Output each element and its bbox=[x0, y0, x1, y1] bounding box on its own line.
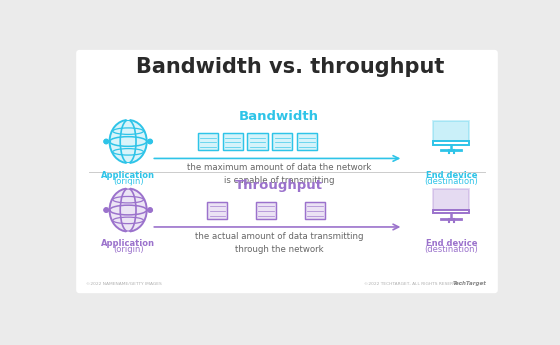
Text: Throughput: Throughput bbox=[235, 179, 323, 192]
Ellipse shape bbox=[110, 188, 147, 231]
Circle shape bbox=[126, 116, 130, 119]
Text: (destination): (destination) bbox=[424, 245, 478, 255]
FancyBboxPatch shape bbox=[248, 133, 268, 150]
Circle shape bbox=[148, 208, 152, 212]
FancyBboxPatch shape bbox=[433, 209, 469, 213]
Ellipse shape bbox=[110, 120, 147, 163]
Circle shape bbox=[126, 164, 130, 168]
Circle shape bbox=[126, 232, 130, 236]
FancyBboxPatch shape bbox=[207, 201, 227, 218]
Circle shape bbox=[126, 184, 130, 188]
Circle shape bbox=[104, 139, 108, 144]
Text: End device: End device bbox=[426, 171, 477, 180]
FancyBboxPatch shape bbox=[305, 201, 325, 218]
Text: the actual amount of data transmitting
through the network: the actual amount of data transmitting t… bbox=[195, 233, 363, 254]
Text: (origin): (origin) bbox=[113, 245, 143, 255]
Text: Application: Application bbox=[101, 171, 155, 180]
Circle shape bbox=[148, 139, 152, 144]
FancyBboxPatch shape bbox=[433, 141, 469, 145]
FancyBboxPatch shape bbox=[198, 133, 218, 150]
Text: TechTarget: TechTarget bbox=[452, 282, 486, 286]
Circle shape bbox=[104, 208, 108, 212]
FancyBboxPatch shape bbox=[256, 201, 276, 218]
Text: End device: End device bbox=[426, 239, 477, 248]
Text: ©2022 NAMENAME/GETTY IMAGES: ©2022 NAMENAME/GETTY IMAGES bbox=[86, 282, 161, 286]
Text: Bandwidth: Bandwidth bbox=[239, 110, 319, 122]
FancyBboxPatch shape bbox=[76, 50, 498, 293]
Text: Bandwidth vs. throughput: Bandwidth vs. throughput bbox=[136, 57, 444, 77]
Text: (destination): (destination) bbox=[424, 177, 478, 186]
FancyBboxPatch shape bbox=[297, 133, 317, 150]
FancyBboxPatch shape bbox=[433, 121, 469, 141]
Text: ©2022 TECHTARGET, ALL RIGHTS RESERVED: ©2022 TECHTARGET, ALL RIGHTS RESERVED bbox=[365, 282, 463, 286]
Text: Application: Application bbox=[101, 239, 155, 248]
Text: (origin): (origin) bbox=[113, 177, 143, 186]
FancyBboxPatch shape bbox=[223, 133, 243, 150]
Text: the maximum amount of data the network
is capable of transmitting: the maximum amount of data the network i… bbox=[187, 163, 371, 185]
FancyBboxPatch shape bbox=[272, 133, 292, 150]
FancyBboxPatch shape bbox=[433, 189, 469, 209]
